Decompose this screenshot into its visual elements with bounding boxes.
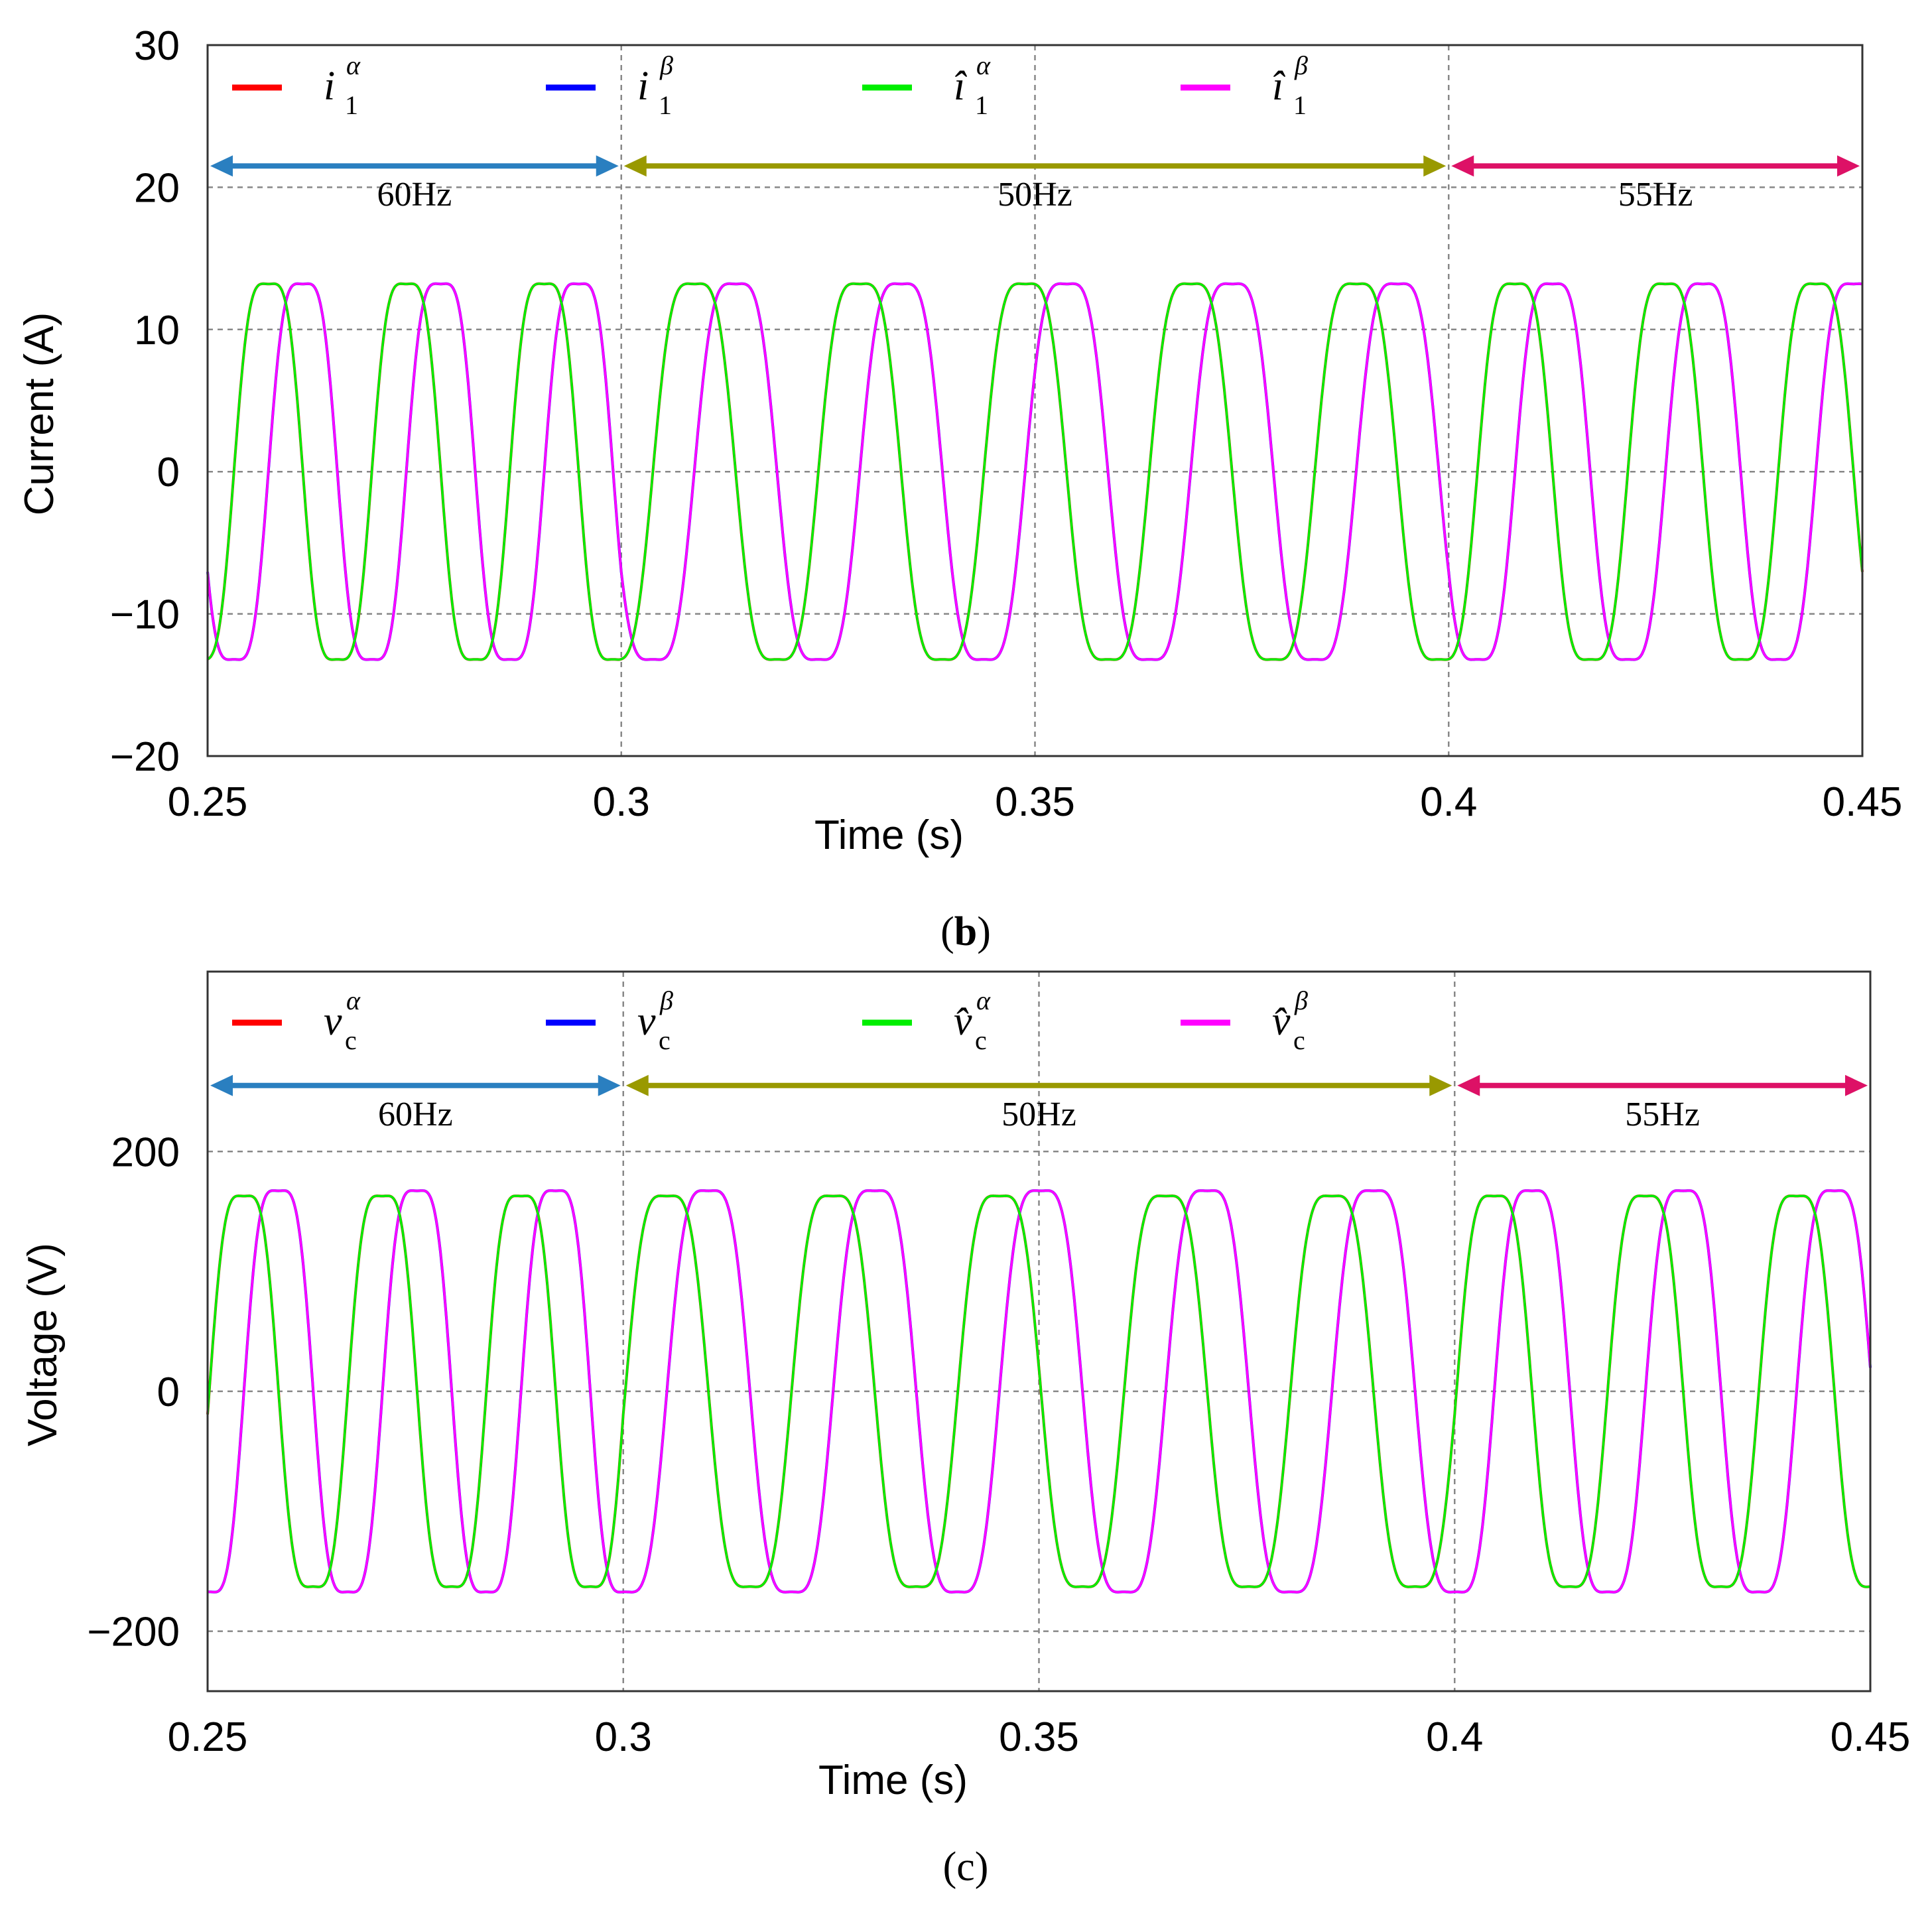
frequency-label: 50Hz [998,176,1072,214]
series-group [206,282,1864,661]
legend-superscript: α [346,986,361,1015]
x-tick-label: 0.35 [995,779,1075,825]
arrow-head-left [1451,155,1474,177]
frequency-label: 55Hz [1625,1096,1700,1133]
arrow-head-left [1457,1074,1480,1096]
legend-superscript: β [1294,50,1308,80]
y-tick-label: −200 [87,1610,180,1655]
legend-symbol: î [954,64,967,109]
frequency-label: 55Hz [1618,176,1693,214]
frequency-arrow: 50Hz [623,155,1447,214]
arrow-head-left [625,1074,649,1096]
arrow-head-left [210,155,233,177]
frequency-label: 60Hz [377,176,452,214]
y-tick-label: 200 [111,1129,180,1175]
frequency-label: 50Hz [1001,1096,1076,1133]
plot-frame [206,44,1864,757]
x-tick-label: 0.35 [999,1714,1079,1760]
legend-entry: v βc [546,986,673,1055]
legend-entry: î β 1 [1181,50,1308,120]
legend-entry: î α 1 [862,50,991,120]
voltage-chart: 0.25 0.3 0.35 0.4 0.45 200 0 −200 Time (s) Voltag… [20,970,1911,1889]
series-line-3 [206,1194,1871,1588]
legend-subscript: 1 [345,90,358,120]
x-axis-label: Time (s) [814,812,964,858]
arrow-head-right [1423,155,1447,177]
legend-superscript: α [976,986,991,1015]
series-line-3 [207,283,1864,661]
legend-subscript: c [1293,1025,1305,1055]
arrow-head-right [598,1074,621,1096]
grid [208,45,1862,756]
frequency-label: 60Hz [378,1096,453,1133]
legend-superscript: α [976,50,991,80]
y-tick-label: 0 [157,450,180,495]
legend-entry: v αc [232,986,361,1055]
legend-symbol: v [637,999,656,1044]
series-line-4 [208,1189,1872,1594]
arrow-head-right [596,155,619,177]
legend-superscript: β [659,986,673,1015]
frequency-arrow: 55Hz [1451,155,1860,214]
y-tick-label: −10 [110,592,180,638]
series-line-4 [206,283,1863,661]
x-tick-label: 0.3 [593,779,650,825]
x-tick-label: 0.4 [1426,1714,1483,1760]
legend-superscript: α [346,50,361,80]
legend-symbol: v̂ [954,999,972,1044]
current-chart: 0.25 0.3 0.35 0.4 0.45 30 20 10 0 −10 −20 Time (s) C… [17,23,1902,954]
legend-subscript: c [345,1025,357,1055]
arrow-head-right [1837,155,1860,177]
legend-subscript: 1 [1293,90,1307,120]
x-tick-label: 0.4 [1420,779,1477,825]
y-tick-label: 30 [134,23,180,69]
legend-superscript: β [1294,986,1308,1015]
arrow-head-left [623,155,647,177]
frequency-arrow: 55Hz [1457,1074,1868,1133]
legend-symbol: i [324,64,335,109]
legend-entry: i α 1 [232,50,361,120]
x-tick-label: 0.25 [168,779,248,825]
legend-superscript: β [659,50,673,80]
legend-subscript: c [659,1025,671,1055]
legend-symbol: v̂ [1272,999,1291,1044]
y-tick-label: −20 [110,734,180,780]
x-tick-label: 0.45 [1823,779,1903,825]
plot-frame [206,970,1872,1692]
legend-entry: v̂ βc [1181,986,1308,1055]
x-axis-label: Time (s) [818,1757,968,1803]
y-axis-label: Current (A) [17,312,62,516]
frequency-arrow: 60Hz [210,1074,621,1133]
frequency-arrow: 60Hz [210,155,619,214]
arrow-head-right [1429,1074,1452,1096]
y-axis-label: Voltage (V) [20,1243,66,1446]
legend-symbol: i [637,64,649,109]
x-tick-label: 0.3 [595,1714,652,1760]
y-tick-label: 0 [157,1370,180,1415]
panel-label: (b) [940,909,991,954]
legend-subscript: 1 [659,90,672,120]
legend-symbol: v [324,999,342,1044]
legend-subscript: 1 [975,90,988,120]
y-tick-label: 20 [134,165,180,211]
legend-subscript: c [975,1025,987,1055]
frequency-arrow: 50Hz [625,1074,1452,1133]
grid [208,972,1870,1691]
y-tick-label: 10 [134,308,180,353]
arrow-head-left [210,1074,233,1096]
series-group [206,1189,1872,1594]
legend-entry: i β 1 [546,50,673,120]
panel-label: (c) [943,1844,989,1889]
legend-entry: v̂ αc [862,986,991,1055]
x-tick-label: 0.25 [168,1714,248,1760]
legend-symbol: î [1272,64,1285,109]
x-tick-label: 0.45 [1831,1714,1911,1760]
arrow-head-right [1845,1074,1868,1096]
